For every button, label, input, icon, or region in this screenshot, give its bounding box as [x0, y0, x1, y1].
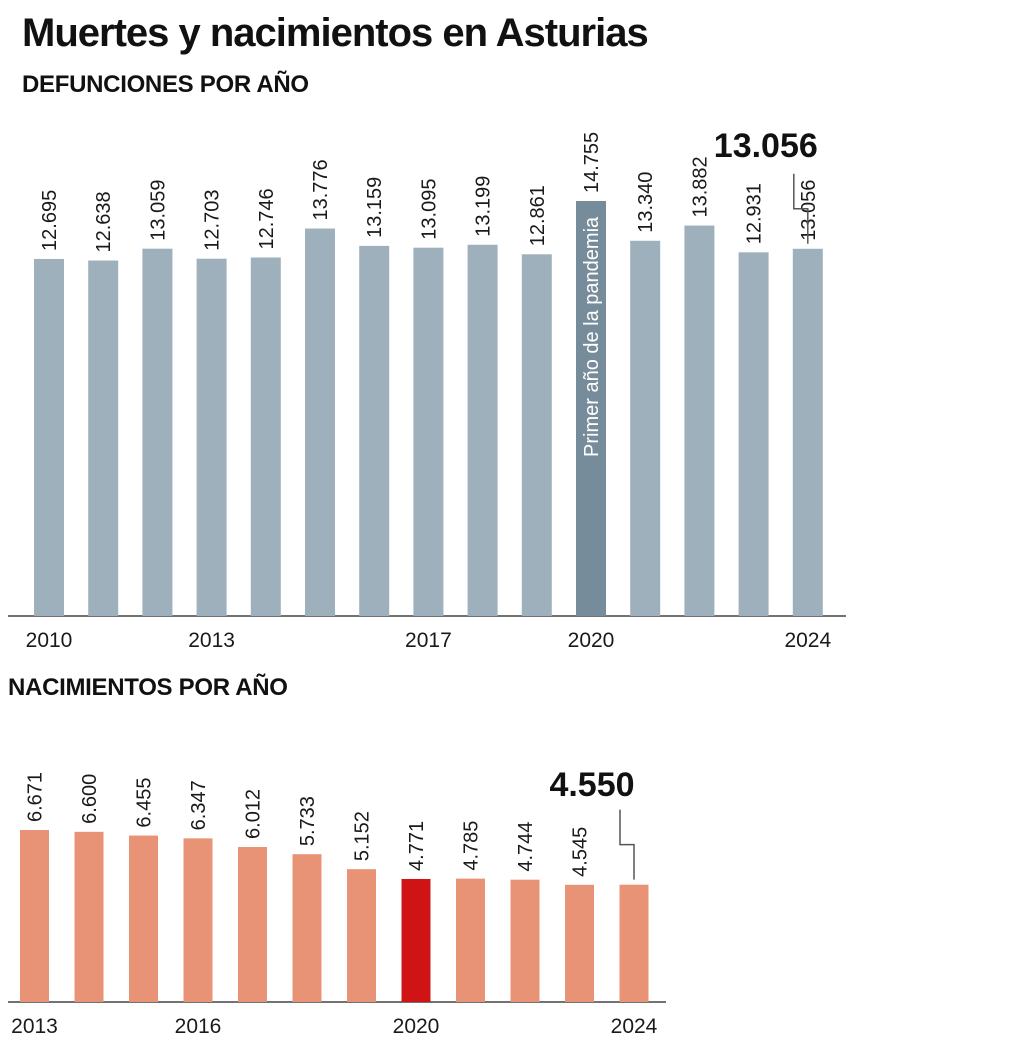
deaths-bar-2012 [142, 248, 173, 617]
births-bar-2019 [347, 869, 376, 1002]
births-value-label-2019: 5.152 [352, 811, 374, 861]
deaths-value-label-2024: 13.056 [798, 180, 820, 241]
deaths-value-label-2019: 12.861 [527, 185, 549, 246]
births-bar-2024 [619, 884, 649, 1002]
births-value-label-2017: 6.012 [243, 789, 265, 839]
births-bar-2013 [20, 830, 49, 1002]
births-bar-2022 [510, 879, 540, 1002]
deaths-highlight-annotation: Primer año de la pandemia [581, 216, 603, 457]
deaths-bar-2017 [413, 247, 444, 616]
births-value-label-2018: 5.733 [297, 796, 319, 846]
deaths-value-label-2016: 13.159 [364, 177, 386, 238]
births-value-label-2020: 4.771 [406, 821, 428, 871]
deaths-value-label-2010: 12.695 [39, 190, 61, 251]
births-value-label-2016: 6.347 [188, 780, 210, 830]
deaths-tick-2010: 2010 [26, 629, 73, 652]
births-bar-2016 [183, 838, 213, 1002]
deaths-value-label-2022: 13.882 [689, 156, 711, 217]
deaths-bar-2021 [630, 240, 661, 616]
deaths-bar-2014 [250, 257, 281, 616]
deaths-bar-2013 [196, 258, 227, 616]
deaths-bar-2015 [305, 228, 335, 617]
deaths-value-label-2015: 13.776 [310, 159, 332, 220]
births-bar-2020 [401, 878, 431, 1002]
deaths-callout-value: 13.056 [714, 127, 818, 165]
births-bar-2014 [74, 831, 104, 1002]
births-callout-leader [619, 809, 635, 880]
deaths-bar-2022 [684, 225, 715, 616]
deaths-value-label-2011: 12.638 [93, 191, 115, 252]
deaths-bar-2019 [521, 254, 552, 616]
deaths-callout-leader [793, 173, 809, 244]
deaths-bar-2024 [792, 248, 823, 616]
births-value-label-2013: 6.671 [25, 772, 47, 822]
deaths-value-label-2013: 12.703 [202, 190, 224, 251]
deaths-tick-2024: 2024 [784, 629, 831, 652]
deaths-chart-title: DEFUNCIONES POR AÑO [22, 71, 309, 98]
page-title: Muertes y nacimientos en Asturias [22, 11, 649, 55]
births-bar-2023 [565, 884, 594, 1002]
deaths-value-label-2014: 12.746 [256, 188, 278, 249]
deaths-value-label-2021: 13.340 [635, 172, 657, 233]
deaths-bar-2018 [467, 244, 498, 616]
births-value-label-2022: 4.744 [515, 822, 537, 872]
births-bar-2015 [129, 835, 158, 1002]
births-bar-2018 [292, 854, 322, 1002]
deaths-value-label-2012: 13.059 [147, 180, 169, 241]
deaths-bar-2023 [738, 252, 769, 616]
births-value-label-2015: 6.455 [134, 778, 156, 828]
births-value-label-2023: 4.545 [570, 827, 592, 877]
deaths-bar-2020 [576, 201, 606, 616]
deaths-tick-2013: 2013 [188, 629, 235, 652]
deaths-value-label-2018: 13.199 [473, 176, 495, 237]
deaths-tick-2020: 2020 [568, 629, 615, 652]
births-tick-2016: 2016 [175, 1015, 222, 1038]
births-tick-2020: 2020 [393, 1015, 440, 1038]
births-value-label-2014: 6.600 [79, 774, 101, 824]
births-tick-2024: 2024 [611, 1015, 658, 1038]
deaths-bar-2010 [34, 258, 64, 616]
deaths-bar-2016 [359, 245, 390, 616]
deaths-tick-2017: 2017 [405, 629, 452, 652]
deaths-value-label-2023: 12.931 [744, 183, 766, 244]
deaths-value-label-2017: 13.095 [418, 179, 440, 240]
deaths-bar-2011 [88, 260, 119, 616]
deaths-bar-chart: 12.695 2010 12.638 13.059 12.703 2013 12.746 13… [8, 127, 846, 652]
births-callout-value: 4.550 [549, 766, 634, 804]
deaths-value-label-2020: 14.755 [581, 132, 603, 193]
births-tick-2013: 2013 [11, 1015, 58, 1038]
births-value-label-2021: 4.785 [461, 821, 483, 871]
births-chart-title: NACIMIENTOS POR AÑO [8, 674, 288, 701]
births-bar-2021 [456, 878, 485, 1002]
births-bar-2017 [238, 846, 267, 1002]
